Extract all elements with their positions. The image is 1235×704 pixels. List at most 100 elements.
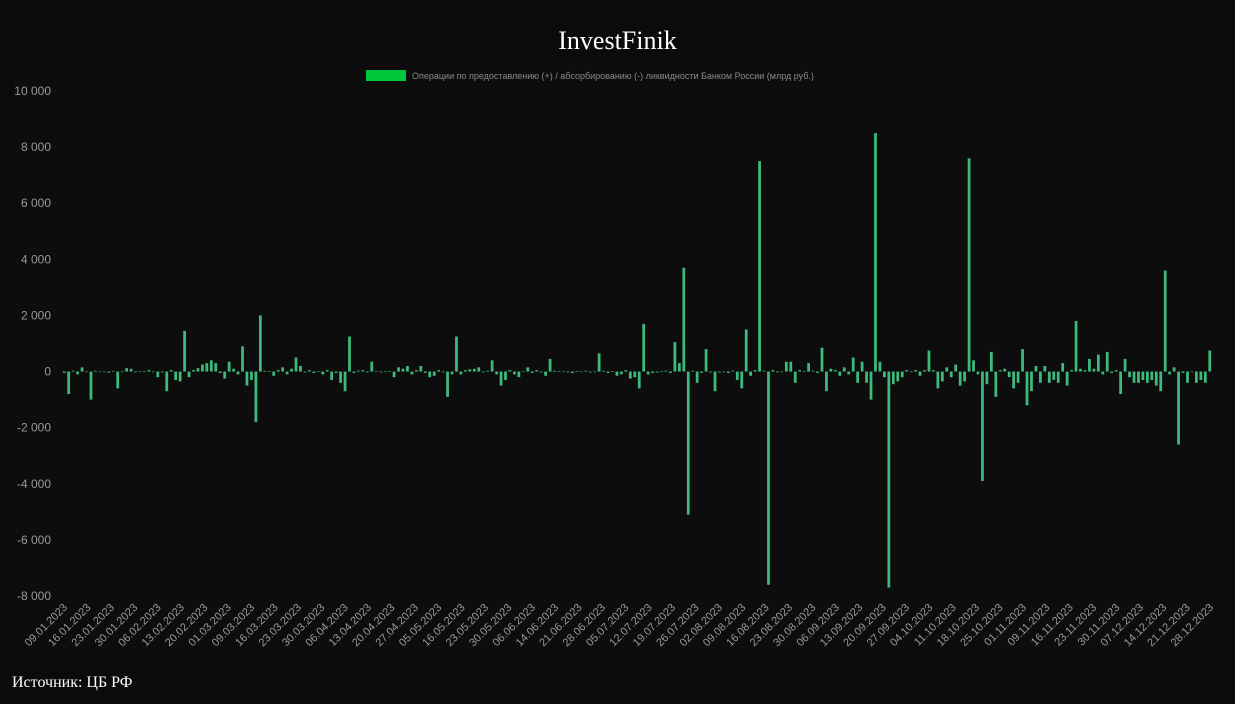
bar [673,342,677,372]
bar [374,370,378,372]
bar [392,371,396,378]
bar [628,371,632,379]
bar [102,371,106,373]
bar [1074,321,1078,372]
bar [138,370,142,372]
bar [535,370,539,372]
bar [584,370,588,372]
bar [1132,371,1136,383]
bar [784,361,788,372]
bar [1141,371,1145,380]
bar [1088,358,1091,372]
bar [258,315,262,372]
bar [998,370,1002,372]
bar [85,371,88,373]
bar [513,371,516,375]
bar [963,371,966,382]
bar [530,371,534,373]
bar [1070,370,1073,372]
bar [918,371,922,376]
bar [321,371,325,375]
bar [891,371,895,385]
bar [1034,365,1038,372]
bar [1025,371,1029,406]
bar [1114,370,1118,372]
bar [642,323,646,372]
bar [646,371,650,375]
bar [406,365,409,372]
bar [856,371,860,383]
bar [316,370,320,372]
bar [517,371,521,378]
bar [334,371,338,373]
bar [1208,350,1212,372]
bar [1061,363,1065,372]
bar [905,370,909,372]
y-tick-label: -6 000 [17,533,51,547]
bar [611,370,614,372]
bar [776,371,779,373]
bar [994,371,998,397]
bar [557,370,561,372]
bar [847,371,851,375]
bar [588,371,592,373]
source-note: Источник: ЦБ РФ [12,674,133,691]
bar [308,370,311,372]
bar [553,370,556,372]
bar [1123,358,1127,372]
bar [878,361,882,372]
bar [205,363,209,372]
bar [1079,368,1082,372]
bar [896,371,900,382]
bar [865,371,868,383]
bar [789,361,793,372]
bar [1096,354,1100,372]
bar [459,371,463,375]
bar [1203,371,1207,383]
bar [932,370,935,372]
bar [151,371,155,373]
bar [80,367,84,372]
bar [169,370,173,372]
bar [232,368,235,372]
bar [740,371,744,389]
bar [660,370,663,372]
bar [686,371,690,515]
bar [76,371,79,375]
bar [227,361,231,372]
bar [62,371,66,373]
bar [940,371,944,382]
bar [71,370,75,372]
bar [842,367,846,372]
bar [927,350,931,372]
bar [713,371,717,392]
bar [254,371,258,423]
bar [1007,371,1011,378]
bar [695,371,699,383]
bar [620,371,623,375]
bar [343,371,347,392]
bar [1092,368,1096,372]
bar [187,371,191,378]
bar [1163,270,1167,372]
bar [183,330,186,372]
bar [602,370,605,372]
bar [285,371,289,375]
bar [1181,371,1185,373]
bar [397,367,400,372]
bar [209,360,213,372]
bar [780,371,784,373]
bar [294,357,298,372]
bar [593,371,597,373]
bar [192,370,195,372]
bar [958,371,962,386]
bar [1199,371,1203,380]
bar [89,371,93,400]
bar [455,336,458,372]
bar [1190,371,1194,373]
bar [370,361,374,372]
bar [1159,371,1163,392]
bar [490,360,494,372]
bar [263,370,267,372]
bar [464,370,467,372]
